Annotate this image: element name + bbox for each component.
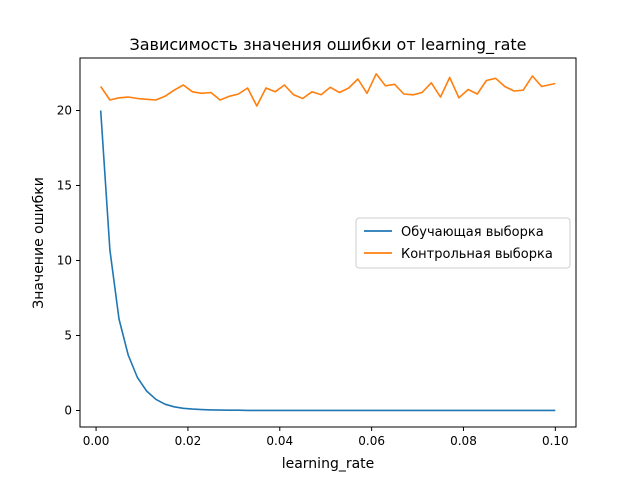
legend: Обучающая выборка Контрольная выборка bbox=[355, 217, 571, 269]
x-axis-label: learning_rate bbox=[282, 456, 375, 472]
y-tick-label: 5 bbox=[64, 329, 72, 343]
legend-label-2: Контрольная выборка bbox=[401, 247, 553, 262]
x-tick-label: 0.10 bbox=[542, 434, 569, 448]
legend-label-1: Обучающая выборка bbox=[401, 225, 544, 240]
axis-ticks: 0.00 0.02 0.04 0.06 0.08 0.10 0 5 10 15 20 bbox=[57, 104, 569, 449]
plot-area-frame bbox=[79, 57, 577, 428]
x-tick-label: 0.00 bbox=[83, 434, 110, 448]
y-tick-label: 15 bbox=[57, 179, 72, 193]
legend-frame bbox=[355, 217, 571, 269]
chart-title: Зависимость значения ошибки от learning_… bbox=[129, 35, 526, 55]
series-line-1 bbox=[99, 110, 556, 412]
x-tick-label: 0.08 bbox=[450, 434, 477, 448]
series-layer bbox=[99, 73, 556, 412]
series-line-2 bbox=[100, 73, 556, 107]
x-tick-label: 0.04 bbox=[266, 434, 293, 448]
y-axis-label: Значение ошибки bbox=[31, 177, 47, 309]
y-tick-label: 20 bbox=[57, 104, 72, 118]
x-tick-label: 0.02 bbox=[175, 434, 202, 448]
y-tick-label: 10 bbox=[57, 254, 72, 268]
x-tick-label: 0.06 bbox=[358, 434, 385, 448]
y-tick-label: 0 bbox=[64, 404, 72, 418]
